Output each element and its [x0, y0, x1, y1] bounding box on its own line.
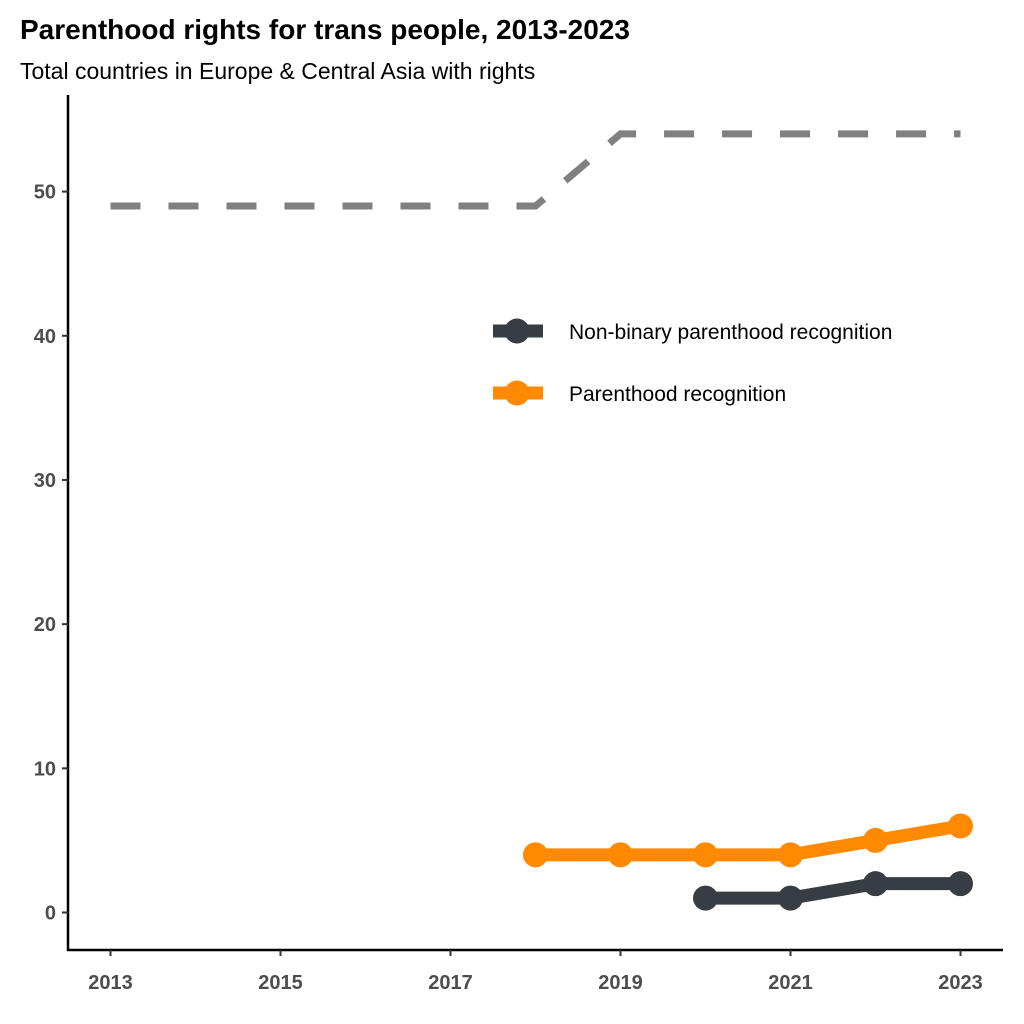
data-point-non-binary: [778, 885, 803, 911]
data-point-parenthood: [693, 842, 718, 868]
x-tick-label: 2015: [258, 972, 303, 994]
y-tick-label: 20: [34, 614, 56, 636]
y-tick-label: 10: [34, 758, 56, 780]
reference-dashed-line: [110, 130, 961, 210]
chart-title: Parenthood rights for trans people, 2013…: [20, 14, 630, 45]
x-tick-label: 2017: [428, 972, 473, 994]
x-tick-label: 2019: [598, 972, 643, 994]
legend-label-non-binary: Non-binary parenthood recognition: [569, 321, 892, 344]
data-point-parenthood: [778, 842, 803, 868]
data-point-parenthood: [523, 842, 548, 868]
x-tick-label: 2021: [768, 972, 813, 994]
series-line-non-binary: [705, 877, 961, 905]
data-point-parenthood: [948, 813, 973, 839]
x-tick-label: 2023: [938, 972, 983, 994]
y-tick-label: 0: [45, 903, 56, 925]
data-point-parenthood: [863, 827, 888, 853]
data-point-parenthood: [608, 842, 633, 868]
legend-key-point-parenthood: [504, 380, 530, 406]
data-point-non-binary: [863, 871, 888, 897]
chart-subtitle: Total countries in Europe & Central Asia…: [20, 58, 536, 84]
data-point-non-binary: [693, 885, 718, 911]
y-tick-label: 40: [34, 326, 56, 348]
legend-key-point-non-binary: [504, 318, 530, 344]
y-tick-label: 30: [34, 470, 56, 492]
x-tick-label: 2013: [88, 972, 133, 994]
series-line-parenthood: [535, 819, 962, 862]
y-tick-label: 50: [34, 182, 56, 204]
legend-label-parenthood: Parenthood recognition: [569, 383, 786, 406]
data-point-non-binary: [948, 871, 973, 897]
